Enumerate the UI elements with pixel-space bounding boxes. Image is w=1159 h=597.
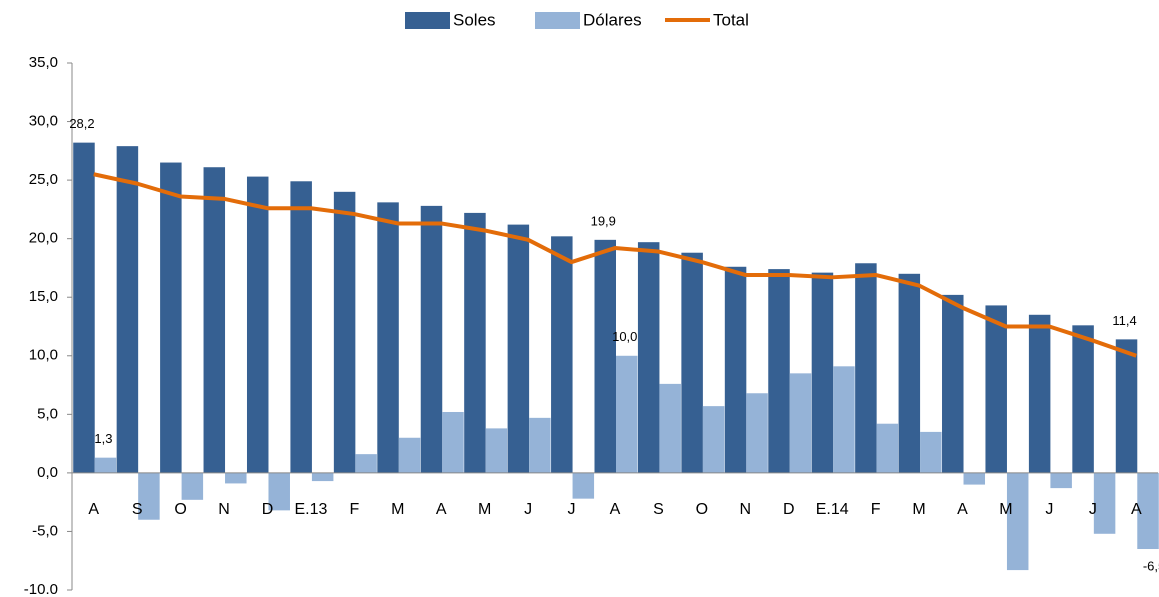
x-tick-label: A (610, 501, 621, 518)
x-tick-label: E.13 (294, 501, 327, 518)
x-tick-label: J (1089, 501, 1097, 518)
bar (507, 224, 530, 473)
bar (203, 167, 226, 473)
y-tick-label: 15,0 (29, 288, 58, 305)
bar (333, 191, 356, 473)
legend-label: Dólares (583, 10, 642, 29)
data-label: 10,0 (612, 329, 637, 344)
bar (659, 383, 681, 473)
bar (398, 437, 421, 473)
x-tick-label: O (696, 501, 708, 518)
bar (225, 472, 247, 484)
bar (1115, 339, 1138, 473)
x-tick-label: S (653, 501, 664, 518)
bar (464, 212, 486, 473)
y-tick-label: 25,0 (29, 171, 58, 188)
bar (594, 239, 616, 473)
bar (290, 181, 312, 473)
bar (876, 423, 899, 473)
data-label: -6,5 (1143, 558, 1159, 573)
line-series (93, 172, 1137, 358)
y-tick-label: 10,0 (29, 347, 58, 364)
bar (377, 202, 399, 473)
x-tick-label: D (783, 501, 795, 518)
bar (746, 393, 768, 473)
x-tick-label: M (999, 501, 1012, 518)
y-tick-label: 35,0 (29, 54, 58, 71)
x-tick-label: A (88, 501, 99, 518)
x-tick-label: A (436, 501, 447, 518)
x-tick-label: J (1045, 501, 1053, 518)
x-tick-label: J (568, 501, 576, 518)
data-label: 19,9 (591, 213, 616, 228)
bar (1050, 472, 1072, 489)
bar (116, 146, 139, 473)
bar (637, 242, 660, 473)
x-tick-label: J (524, 501, 532, 518)
x-tick-label: S (132, 501, 143, 518)
bar (73, 142, 95, 473)
x-tick-label: E.14 (816, 501, 849, 518)
y-tick-label: 20,0 (29, 230, 58, 247)
x-tick-label: A (1131, 501, 1142, 518)
x-tick-label: N (740, 501, 752, 518)
legend-label: Total (713, 10, 749, 29)
bar (311, 472, 334, 482)
bar (898, 273, 921, 473)
y-tick-label: 5,0 (37, 405, 58, 422)
legend-label: Soles (453, 10, 496, 29)
bar (855, 263, 877, 473)
bar (985, 305, 1007, 473)
bar (1137, 472, 1159, 550)
bar (1006, 472, 1029, 571)
legend-swatch (405, 12, 450, 29)
x-tick-label: M (478, 501, 491, 518)
y-tick-label: -5,0 (32, 522, 58, 539)
x-tick-label: D (262, 501, 274, 518)
bar (485, 428, 508, 473)
data-label: 28,2 (69, 116, 94, 131)
bar (529, 417, 551, 473)
x-tick-label: O (174, 501, 186, 518)
bar (768, 269, 790, 473)
legend-swatch (535, 12, 580, 29)
x-tick-label: M (391, 501, 404, 518)
bar (963, 472, 986, 485)
bar (138, 472, 160, 520)
bar (1072, 325, 1094, 473)
bar (1028, 314, 1051, 473)
bar (420, 205, 443, 473)
bar (724, 266, 747, 473)
bar (833, 366, 855, 473)
bar (702, 406, 725, 473)
y-tick-label: -10.0 (24, 581, 58, 597)
x-tick-label: M (912, 501, 925, 518)
y-tick-label: 0,0 (37, 464, 58, 481)
bar (811, 272, 834, 473)
bar (246, 176, 269, 473)
bar (616, 355, 638, 473)
bar (551, 236, 573, 473)
bar (681, 252, 703, 473)
bar (160, 162, 182, 473)
y-tick-label: 30,0 (29, 113, 58, 130)
x-tick-label: N (218, 501, 230, 518)
bar (355, 454, 377, 473)
bar (572, 472, 595, 499)
bar (442, 411, 464, 473)
x-tick-label: A (957, 501, 968, 518)
bar (942, 294, 964, 473)
bar (920, 431, 942, 473)
x-tick-label: F (871, 501, 881, 518)
bar (94, 457, 117, 473)
bar (1093, 472, 1116, 534)
bar (789, 373, 812, 473)
data-label: 11,4 (1112, 313, 1136, 328)
data-label: 1,3 (94, 431, 112, 446)
x-tick-label: F (349, 501, 359, 518)
bar (181, 472, 204, 500)
bar (268, 472, 290, 511)
